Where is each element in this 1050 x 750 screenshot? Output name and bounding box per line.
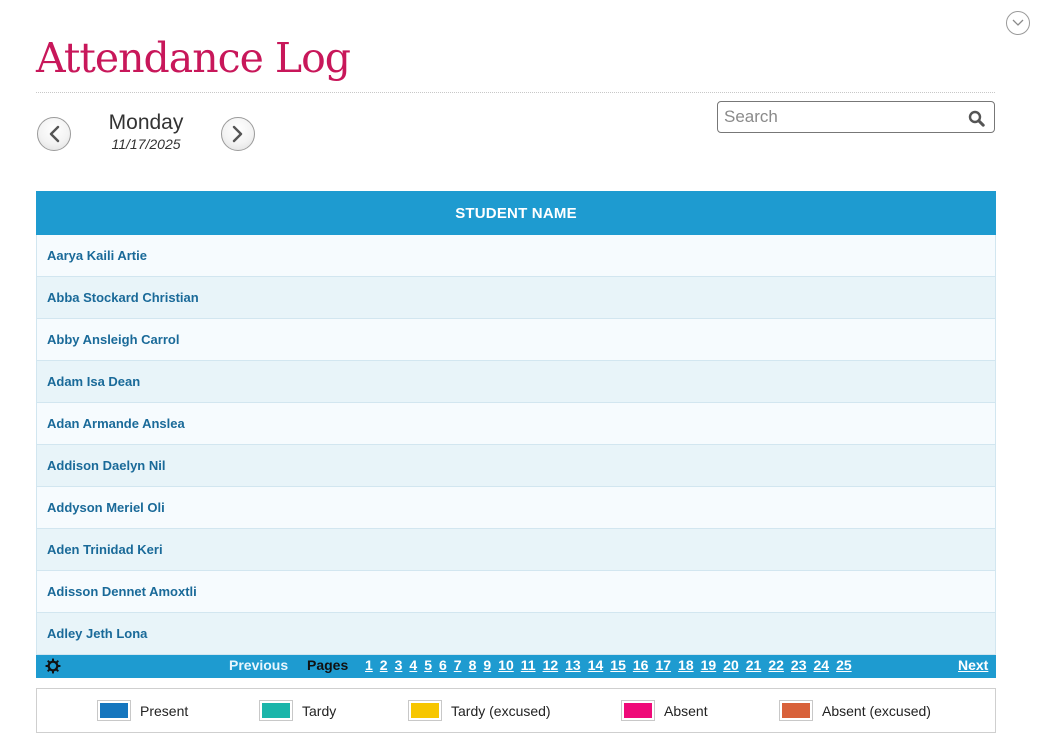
student-name: Adam Isa Dean [47, 374, 141, 389]
search-box [717, 101, 995, 133]
page-link-3[interactable]: 3 [394, 657, 403, 673]
legend-item: Present [97, 689, 188, 732]
page-link-15[interactable]: 15 [610, 657, 626, 673]
legend-swatch [779, 700, 813, 721]
legend-swatch [408, 700, 442, 721]
student-row[interactable]: Abba Stockard Christian [36, 277, 996, 319]
page-link-17[interactable]: 17 [655, 657, 672, 673]
student-name: Addyson Meriel Oli [47, 500, 165, 515]
student-name: Adley Jeth Lona [47, 626, 148, 641]
legend-label: Absent [664, 702, 708, 719]
student-row[interactable]: Adley Jeth Lona [36, 613, 996, 655]
current-date: 11/17/2025 [111, 136, 181, 152]
legend-label: Present [140, 702, 189, 719]
page-link-1[interactable]: 1 [365, 657, 373, 673]
chevron-down-icon [1012, 19, 1024, 26]
next-day-button[interactable] [221, 117, 255, 151]
student-row[interactable]: Adam Isa Dean [36, 361, 996, 403]
title-divider [36, 92, 995, 93]
student-row[interactable]: Aarya Kaili Artie [36, 235, 996, 277]
legend-swatch [259, 700, 293, 721]
page-link-4[interactable]: 4 [409, 657, 418, 673]
chevron-left-icon [49, 125, 60, 143]
page-link-16[interactable]: 16 [632, 657, 649, 673]
student-name: Adisson Dennet Amoxtli [47, 584, 197, 599]
page-link-6[interactable]: 6 [438, 657, 447, 673]
page-link-2[interactable]: 2 [379, 657, 388, 673]
student-row[interactable]: Addyson Meriel Oli [36, 487, 996, 529]
page-link-19[interactable]: 19 [700, 657, 717, 673]
student-rows: Aarya Kaili Artie Abba Stockard Christian… [36, 235, 996, 655]
student-row[interactable]: Abby Ansleigh Carrol [36, 319, 996, 361]
legend-swatch [621, 700, 655, 721]
search-input[interactable] [724, 106, 960, 128]
chevron-right-icon [232, 125, 243, 143]
student-row[interactable]: Aden Trinidad Keri [36, 529, 996, 571]
student-name: Aarya Kaili Artie [47, 248, 147, 263]
student-name: Aden Trinidad Keri [47, 542, 163, 557]
page-link-5[interactable]: 5 [424, 657, 432, 673]
search-icon [968, 110, 985, 127]
student-name: Abby Ansleigh Carrol [47, 332, 180, 347]
page-link-20[interactable]: 20 [723, 657, 739, 673]
legend-item: Tardy (excused) [408, 689, 551, 732]
page-link-14[interactable]: 14 [587, 657, 604, 673]
legend-label: Absent (excused) [822, 702, 931, 719]
legend-label: Tardy (excused) [451, 702, 551, 719]
page-link-21[interactable]: 21 [745, 657, 762, 673]
student-name: Abba Stockard Christian [47, 290, 199, 305]
pages-label: Pages [307, 657, 349, 673]
page-link-23[interactable]: 23 [790, 657, 807, 673]
legend-item: Absent (excused) [779, 689, 931, 732]
previous-day-button[interactable] [37, 117, 71, 151]
collapse-toggle-button[interactable] [1006, 11, 1030, 35]
student-row[interactable]: Adisson Dennet Amoxtli [36, 571, 996, 613]
page-link-11[interactable]: 11 [520, 657, 536, 673]
attendance-legend: Present Tardy Tardy (excused) Absent Absent … [36, 688, 996, 733]
search-button[interactable] [967, 109, 985, 127]
page-number-list: 1 2 3 4 5 6 7 8 9 10 11 12 13 14 15 16 17 18 19 20 21 22 23 24 2… [365, 657, 852, 673]
legend-item: Tardy [259, 689, 336, 732]
previous-page-link[interactable]: Previous [229, 657, 289, 673]
student-table: STUDENT NAME Aarya Kaili Artie Abba Stock… [36, 191, 996, 678]
next-page-link[interactable]: Next [958, 657, 989, 673]
day-name: Monday [108, 111, 184, 134]
page-link-8[interactable]: 8 [468, 657, 477, 673]
student-name: Adan Armande Anslea [47, 416, 185, 431]
page-title: Attendance Log [36, 34, 351, 82]
page-link-7[interactable]: 7 [453, 657, 462, 673]
pagination-bar: Previous Pages 1 2 3 4 5 6 7 8 9 10 11 12 13 14 15 16 17… [36, 655, 996, 678]
legend-label: Tardy [302, 702, 337, 719]
table-header-student-name[interactable]: STUDENT NAME [36, 191, 996, 235]
page-link-13[interactable]: 13 [565, 657, 581, 673]
student-row[interactable]: Adan Armande Anslea [36, 403, 996, 445]
gear-icon[interactable] [45, 658, 61, 674]
page-link-22[interactable]: 22 [768, 657, 784, 673]
student-row[interactable]: Addison Daelyn Nil [36, 445, 996, 487]
student-name: Addison Daelyn Nil [47, 458, 166, 473]
page-link-18[interactable]: 18 [678, 657, 694, 673]
page-link-24[interactable]: 24 [813, 657, 830, 673]
legend-item: Absent [621, 689, 708, 732]
page-link-25[interactable]: 25 [836, 657, 852, 673]
legend-swatch [97, 700, 131, 721]
page-link-9[interactable]: 9 [483, 657, 492, 673]
page-link-10[interactable]: 10 [498, 657, 514, 673]
page-link-12[interactable]: 12 [542, 657, 559, 673]
